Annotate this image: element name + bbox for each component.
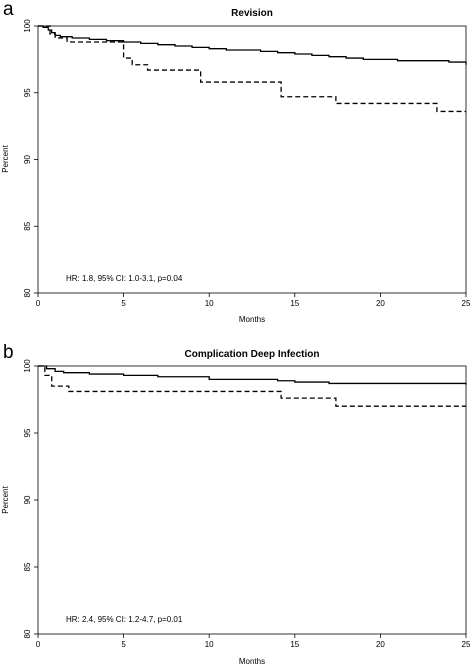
panel-a-x-tick-label: 5: [121, 299, 126, 308]
panel-a-title: Revision: [231, 8, 273, 19]
panel-a-curves: [38, 25, 467, 113]
panel-a-x-tick-label: 0: [36, 299, 41, 308]
panel-a-x-tick-label: 10: [205, 299, 214, 308]
panel-b-y-tick-label: 95: [23, 428, 32, 437]
panel-a: a Revision 0 5 10 15 20 25 80 85 90 95 100 Months…: [1, 0, 471, 324]
panel-b-y-tick-label: 85: [23, 562, 32, 571]
panel-b-y-tick-label: 100: [23, 359, 32, 373]
panel-a-y-tick-label: 95: [23, 88, 32, 97]
panel-a-y-tick-label: 85: [23, 221, 32, 230]
panel-b-y-tick-label: 90: [23, 495, 32, 504]
panel-a-y-ticks: 80 85 90 95 100: [23, 19, 38, 297]
panel-a-hazard-ratio-annotation: HR: 1.8, 95% CI: 1.0-3.1, p=0.04: [66, 274, 183, 283]
panel-b-hazard-ratio-annotation: HR: 2.4, 95% CI: 1.2-4.7, p=0.01: [66, 615, 183, 624]
panel-a-y-tick-label: 90: [23, 155, 32, 164]
panel-a-label: a: [3, 0, 14, 20]
panel-b-y-axis-label: Percent: [1, 485, 10, 513]
panel-a-y-tick-label: 100: [23, 19, 32, 33]
panel-a-solid-survival-curve: [38, 25, 467, 65]
panel-b-y-ticks: 80 85 90 95 100: [23, 359, 38, 638]
panel-a-dashed-survival-curve: [38, 25, 466, 113]
panel-b-x-axis-label: Months: [239, 657, 265, 666]
panel-b-curves: [38, 365, 467, 407]
panel-b-x-tick-label: 5: [121, 640, 126, 649]
panel-b-x-ticks: 0 5 10 15 20 25: [36, 634, 471, 649]
panel-b-x-tick-label: 25: [462, 640, 471, 649]
panel-b-label: b: [3, 342, 14, 363]
panel-b-x-tick-label: 15: [290, 640, 299, 649]
panel-b-y-tick-label: 80: [23, 629, 32, 638]
panel-a-plot-frame: [37, 25, 467, 294]
panel-b-x-tick-label: 20: [376, 640, 385, 649]
panel-b: b Complication Deep Infection 0 5 10 15 20 25…: [1, 342, 471, 666]
panel-b-title: Complication Deep Infection: [184, 349, 319, 360]
panel-a-y-axis-label: Percent: [1, 144, 10, 172]
panel-a-x-tick-label: 20: [376, 299, 385, 308]
panel-b-solid-survival-curve: [38, 365, 467, 385]
panel-a-x-tick-label: 15: [290, 299, 299, 308]
panel-b-dashed-survival-curve: [38, 365, 466, 407]
panel-b-x-tick-label: 0: [36, 640, 41, 649]
panel-a-x-tick-label: 25: [462, 299, 471, 308]
panel-a-y-tick-label: 80: [23, 288, 32, 297]
panel-a-x-ticks: 0 5 10 15 20 25: [36, 293, 471, 308]
panel-a-x-axis-label: Months: [239, 315, 265, 324]
panel-b-x-tick-label: 10: [205, 640, 214, 649]
